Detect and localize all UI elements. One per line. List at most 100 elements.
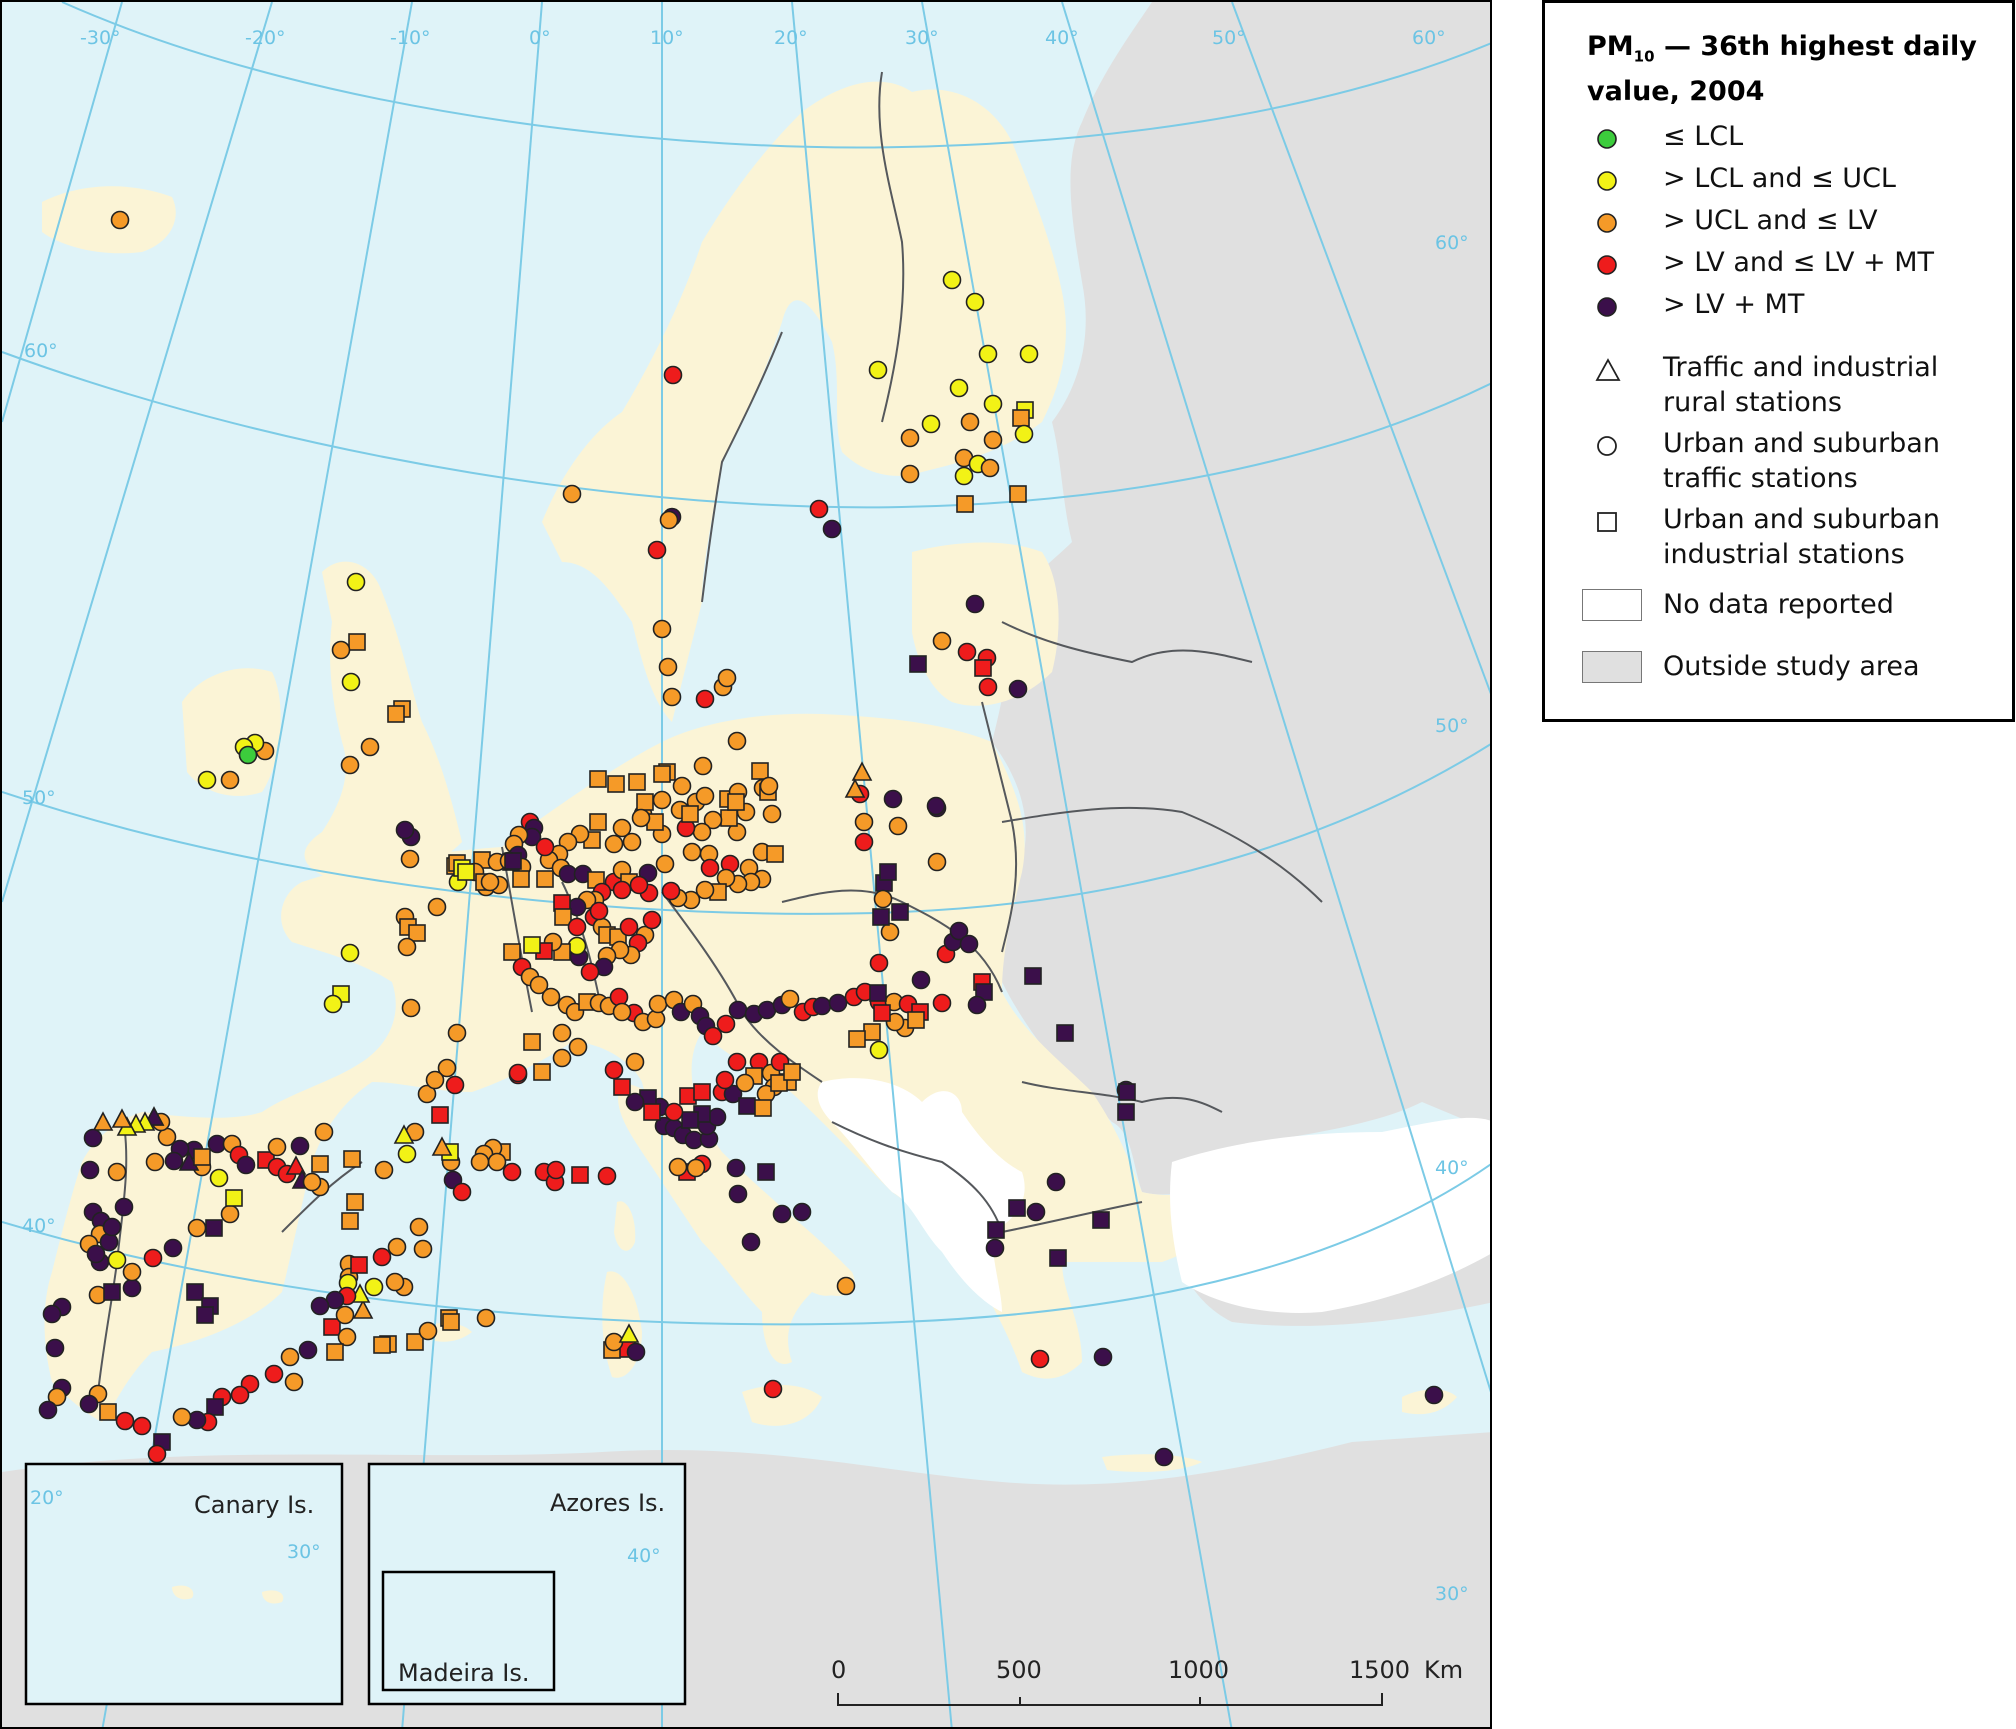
legend-area-outside: Outside study area bbox=[1545, 649, 2015, 689]
station-circle-marker bbox=[568, 1037, 588, 1057]
legend-panel: PM10 — 36th highest daily value, 2004 ≤ … bbox=[1542, 0, 2015, 722]
station-circle-marker bbox=[115, 1411, 135, 1431]
station-circle-marker bbox=[487, 1152, 507, 1172]
station-circle-marker bbox=[883, 789, 903, 809]
station-square-marker bbox=[348, 633, 366, 651]
station-square-marker bbox=[909, 655, 927, 673]
station-circle-marker bbox=[480, 872, 500, 892]
station-circle-marker bbox=[47, 1387, 67, 1407]
lon-label-40: 40° bbox=[1045, 27, 1079, 49]
station-circle-marker bbox=[387, 1237, 407, 1257]
station-circle-marker bbox=[763, 1379, 783, 1399]
station-circle-marker bbox=[703, 1026, 723, 1046]
circle-icon bbox=[1597, 171, 1617, 191]
station-circle-marker bbox=[949, 378, 969, 398]
station-circle-marker bbox=[662, 687, 682, 707]
station-circle-marker bbox=[942, 270, 962, 290]
station-circle-marker bbox=[716, 1014, 736, 1034]
station-circle-marker bbox=[828, 993, 848, 1013]
station-circle-marker bbox=[965, 292, 985, 312]
station-circle-marker bbox=[38, 1400, 58, 1420]
station-square-marker bbox=[607, 775, 625, 793]
station-circle-marker bbox=[967, 995, 987, 1015]
station-square-marker bbox=[848, 1030, 866, 1048]
station-circle-marker bbox=[626, 1342, 646, 1362]
station-circle-marker bbox=[921, 414, 941, 434]
scale-label-0: 0 bbox=[831, 1656, 846, 1684]
station-square-marker bbox=[103, 1283, 121, 1301]
station-circle-marker bbox=[658, 657, 678, 677]
station-square-marker bbox=[408, 924, 426, 942]
station-square-marker bbox=[873, 1004, 891, 1022]
station-circle-marker bbox=[427, 897, 447, 917]
station-circle-marker bbox=[417, 1084, 437, 1104]
station-circle-marker bbox=[220, 770, 240, 790]
lat-label-40-left: 40° bbox=[22, 1215, 56, 1237]
station-square-marker bbox=[1118, 1083, 1136, 1101]
legend-class-lv-mt: > LV and ≤ LV + MT bbox=[1545, 245, 2015, 285]
legend-station-urban-industrial: Urban and suburban industrial stations bbox=[1545, 502, 2015, 574]
scale-bar: 0 500 1000 1500 Km bbox=[831, 1656, 1463, 1706]
station-square-marker bbox=[872, 908, 890, 926]
legend-area-label: Outside study area bbox=[1663, 651, 1920, 682]
station-circle-marker bbox=[822, 519, 842, 539]
station-circle-marker bbox=[625, 1092, 645, 1112]
station-circle-marker bbox=[122, 1262, 142, 1282]
station-circle-marker bbox=[132, 1416, 152, 1436]
legend-station-urban-traffic: Urban and suburban traffic stations bbox=[1545, 426, 2015, 498]
no-data-swatch bbox=[1582, 589, 1642, 621]
station-circle-marker bbox=[629, 875, 649, 895]
square-icon bbox=[1597, 512, 1617, 532]
station-circle-marker bbox=[508, 1063, 528, 1083]
station-circle-marker bbox=[612, 1002, 632, 1022]
station-circle-marker bbox=[541, 987, 561, 1007]
scale-label-1000: 1000 bbox=[1168, 1656, 1229, 1684]
station-circle-marker bbox=[735, 1073, 755, 1093]
station-circle-marker bbox=[397, 1144, 417, 1164]
station-circle-marker bbox=[567, 917, 587, 937]
station-circle-marker bbox=[949, 921, 969, 941]
station-circle-marker bbox=[147, 1444, 167, 1464]
lon-label-60: 60° bbox=[1412, 27, 1446, 49]
station-circle-marker bbox=[854, 832, 874, 852]
station-square-marker bbox=[643, 1103, 661, 1121]
station-circle-marker bbox=[529, 975, 549, 995]
station-circle-marker bbox=[695, 689, 715, 709]
station-circle-marker bbox=[728, 1000, 748, 1020]
station-circle-marker bbox=[209, 1168, 229, 1188]
station-square-marker bbox=[205, 1219, 223, 1237]
legend-class-le-lcl: ≤ LCL bbox=[1545, 119, 2015, 159]
station-square-marker bbox=[613, 1078, 631, 1096]
station-circle-marker bbox=[983, 430, 1003, 450]
station-circle-marker bbox=[110, 210, 130, 230]
station-circle-marker bbox=[425, 1070, 445, 1090]
station-circle-marker bbox=[102, 1217, 122, 1237]
lat-label-30-right: 30° bbox=[1435, 1583, 1469, 1605]
station-circle-marker bbox=[187, 1218, 207, 1238]
lon-label-10: 10° bbox=[650, 27, 684, 49]
station-circle-marker bbox=[672, 776, 692, 796]
station-circle-marker bbox=[692, 822, 712, 842]
station-circle-marker bbox=[695, 880, 715, 900]
station-circle-marker bbox=[280, 1347, 300, 1367]
station-triangle-marker bbox=[393, 1124, 415, 1144]
station-square-marker bbox=[533, 1063, 551, 1081]
station-square-marker bbox=[1056, 1024, 1074, 1042]
no-data-area bbox=[817, 1078, 1490, 1313]
station-circle-marker bbox=[741, 1232, 761, 1252]
station-circle-marker bbox=[445, 1075, 465, 1095]
station-square-marker bbox=[1092, 1211, 1110, 1229]
station-square-marker bbox=[193, 1148, 211, 1166]
station-square-marker bbox=[225, 1189, 243, 1207]
station-circle-marker bbox=[762, 804, 782, 824]
station-square-marker bbox=[323, 1318, 341, 1336]
station-circle-marker bbox=[314, 1122, 334, 1142]
legend-class-above-mt: > LV + MT bbox=[1545, 287, 2015, 327]
station-square-marker bbox=[653, 765, 671, 783]
triangle-icon bbox=[1595, 358, 1621, 381]
station-circle-marker bbox=[1026, 1202, 1046, 1222]
station-square-marker bbox=[442, 1313, 460, 1331]
station-circle-marker bbox=[502, 1162, 522, 1182]
station-circle-marker bbox=[470, 1152, 490, 1172]
station-square-marker bbox=[754, 1099, 772, 1117]
